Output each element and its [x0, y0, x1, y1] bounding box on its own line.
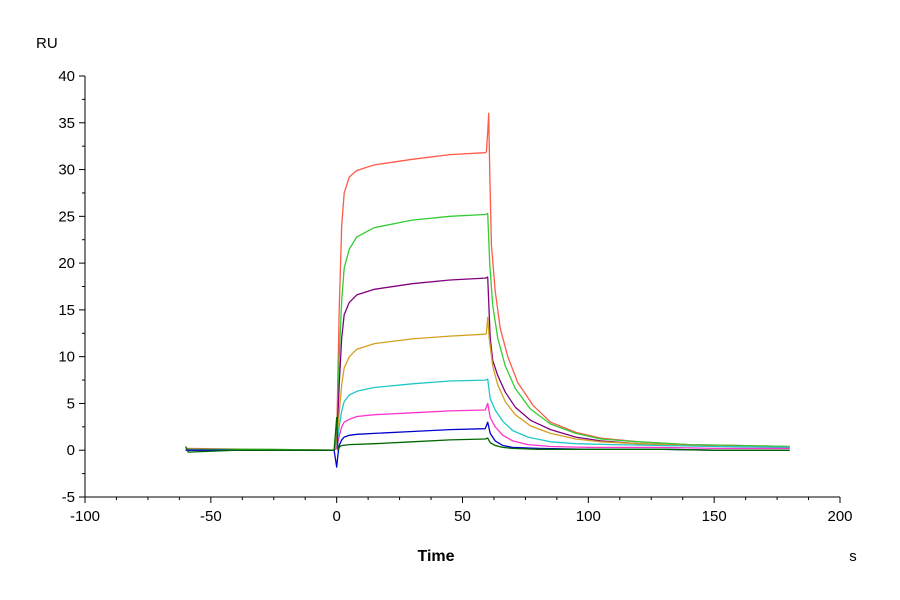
y-tick-label: 35: [58, 115, 75, 132]
x-tick-label: -100: [70, 508, 100, 525]
series-layer: [185, 112, 790, 468]
y-axis-label: RU: [36, 35, 58, 52]
series-line-5: [185, 378, 790, 451]
series-line-6: [185, 402, 790, 451]
x-axis-ticks: -100 -50 0 50 100 150 200: [70, 497, 853, 525]
y-tick-label: 15: [58, 302, 75, 319]
y-tick-label: 0: [67, 442, 75, 459]
series-line-8: [185, 416, 790, 453]
x-axis-label: Time: [417, 548, 454, 565]
x-tick-label: 200: [827, 508, 852, 525]
y-tick-label: 40: [58, 68, 75, 85]
y-tick-label: 20: [58, 255, 75, 272]
series-line-4: [185, 316, 790, 451]
series-line-3: [185, 276, 790, 451]
series-line-2: [185, 212, 790, 451]
y-axis-ticks: -5 0 5 10 15 20 25 30 35 40: [58, 68, 85, 506]
y-tick-label: 5: [67, 395, 75, 412]
series-line-7: [185, 421, 790, 468]
x-tick-label: 150: [702, 508, 727, 525]
x-tick-label: -50: [200, 508, 222, 525]
y-tick-label: 25: [58, 208, 75, 225]
series-line-1: [185, 112, 790, 451]
y-tick-label: 10: [58, 349, 75, 366]
x-tick-label: 100: [576, 508, 601, 525]
y-tick-label: -5: [62, 489, 75, 506]
y-tick-label: 30: [58, 162, 75, 179]
x-tick-label: 50: [454, 508, 471, 525]
x-axis-unit: s: [849, 548, 857, 565]
x-tick-label: 0: [332, 508, 340, 525]
